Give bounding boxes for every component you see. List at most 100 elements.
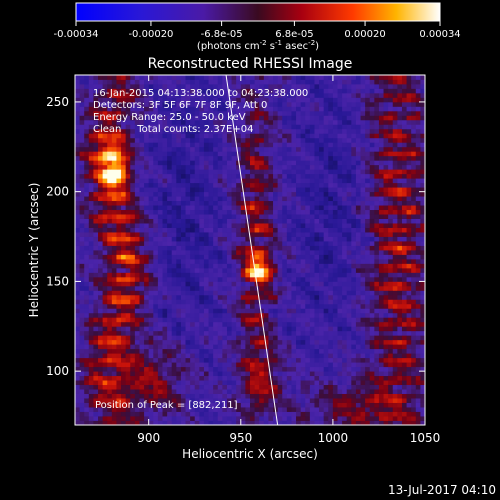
heatmap-cell [305, 119, 311, 125]
heatmap-cell [213, 348, 219, 354]
heatmap-cell [337, 79, 343, 85]
heatmap-cell [171, 223, 177, 228]
heatmap-cell [263, 115, 269, 121]
heatmap-cell [328, 245, 334, 251]
heatmap-cell [139, 308, 145, 314]
heatmap-cell [148, 209, 154, 215]
heatmap-cell [355, 187, 361, 193]
heatmap-cell [208, 321, 214, 327]
heatmap-cell [199, 312, 205, 318]
heatmap-cell [144, 335, 150, 341]
heatmap-cell [213, 146, 219, 152]
heatmap-cell [250, 101, 256, 107]
heatmap-cell [291, 294, 297, 300]
heatmap-cell [144, 209, 150, 215]
heatmap-cell [277, 357, 283, 363]
heatmap-cell [309, 384, 315, 390]
heatmap-cell [153, 335, 159, 341]
heatmap-cell [185, 155, 191, 161]
heatmap-cell [236, 371, 242, 377]
heatmap-cell [185, 398, 191, 403]
heatmap-cell [75, 214, 81, 219]
heatmap-cell [190, 371, 196, 377]
heatmap-cell [286, 173, 292, 179]
heatmap-cell [365, 182, 371, 188]
heatmap-cell [180, 420, 186, 425]
heatmap-cell [153, 214, 159, 219]
heatmap-cell [342, 357, 348, 363]
heatmap-cell [157, 299, 163, 305]
heatmap-cell [79, 357, 85, 363]
heatmap-cell [346, 200, 352, 206]
heatmap-cell [328, 420, 334, 425]
heatmap-cell [328, 88, 334, 94]
heatmap-cell [305, 128, 311, 134]
heatmap-cell [286, 276, 292, 282]
heatmap-cell [107, 155, 113, 161]
heatmap-cell [277, 75, 283, 80]
heatmap-cell [162, 380, 168, 386]
heatmap-cell [162, 375, 168, 381]
heatmap-cell [79, 375, 85, 381]
heatmap-cell [162, 124, 168, 130]
heatmap-cell [130, 187, 136, 193]
heatmap-cell [199, 299, 205, 305]
heatmap-cell [162, 101, 168, 107]
heatmap-cell [125, 151, 131, 157]
heatmap-cell [346, 182, 352, 188]
heatmap-cell [342, 151, 348, 157]
heatmap-cell [162, 83, 168, 89]
heatmap-cell [231, 267, 237, 273]
heatmap-cell [130, 173, 136, 179]
heatmap-cell [240, 92, 246, 98]
heatmap-cell [323, 407, 329, 412]
heatmap-cell [342, 407, 348, 412]
heatmap-cell [93, 348, 99, 354]
heatmap-cell [346, 371, 352, 377]
heatmap-cell [148, 227, 154, 233]
heatmap-cell [268, 371, 274, 377]
heatmap-cell [268, 214, 274, 219]
heatmap-cell [236, 312, 242, 318]
heatmap-cell [176, 205, 182, 211]
heatmap-cell [208, 110, 214, 116]
heatmap-cell [268, 294, 274, 300]
heatmap-cell [273, 375, 279, 381]
heatmap-cell [167, 353, 173, 359]
heatmap-cell [121, 173, 127, 179]
heatmap-cell [323, 380, 329, 386]
heatmap-cell [213, 407, 219, 412]
heatmap-cell [148, 218, 154, 224]
heatmap-cell [342, 209, 348, 215]
heatmap-cell [314, 420, 320, 425]
heatmap-cell [346, 402, 352, 408]
heatmap-cell [226, 169, 232, 175]
heatmap-cell [291, 407, 297, 412]
heatmap-cell [157, 375, 163, 381]
heatmap-cell [203, 362, 209, 368]
heatmap-cell [226, 317, 232, 323]
heatmap-cell [250, 124, 256, 130]
heatmap-cell [144, 380, 150, 386]
heatmap-cell [226, 182, 232, 188]
colorbar: -0.00034 -0.00020 -6.8e-05 6.8e-05 0.00020 0.… [54, 2, 461, 52]
heatmap-cell [286, 128, 292, 134]
heatmap-cell [328, 164, 334, 170]
heatmap-cell [337, 303, 343, 309]
heatmap-cell [203, 402, 209, 408]
heatmap-cell [273, 196, 279, 202]
heatmap-cell [346, 178, 352, 184]
heatmap-cell [236, 250, 242, 255]
heatmap-cell [360, 241, 366, 246]
heatmap-cell [319, 272, 325, 278]
heatmap-cell [144, 236, 150, 242]
heatmap-cell [107, 254, 113, 260]
heatmap-cell [121, 371, 127, 377]
heatmap-cell [351, 398, 357, 403]
heatmap-cell [337, 375, 343, 381]
heatmap-cell [231, 205, 237, 211]
heatmap-cell [314, 398, 320, 403]
heatmap-cell [88, 245, 94, 251]
heatmap-cell [134, 110, 140, 116]
heatmap-cell [236, 303, 242, 309]
